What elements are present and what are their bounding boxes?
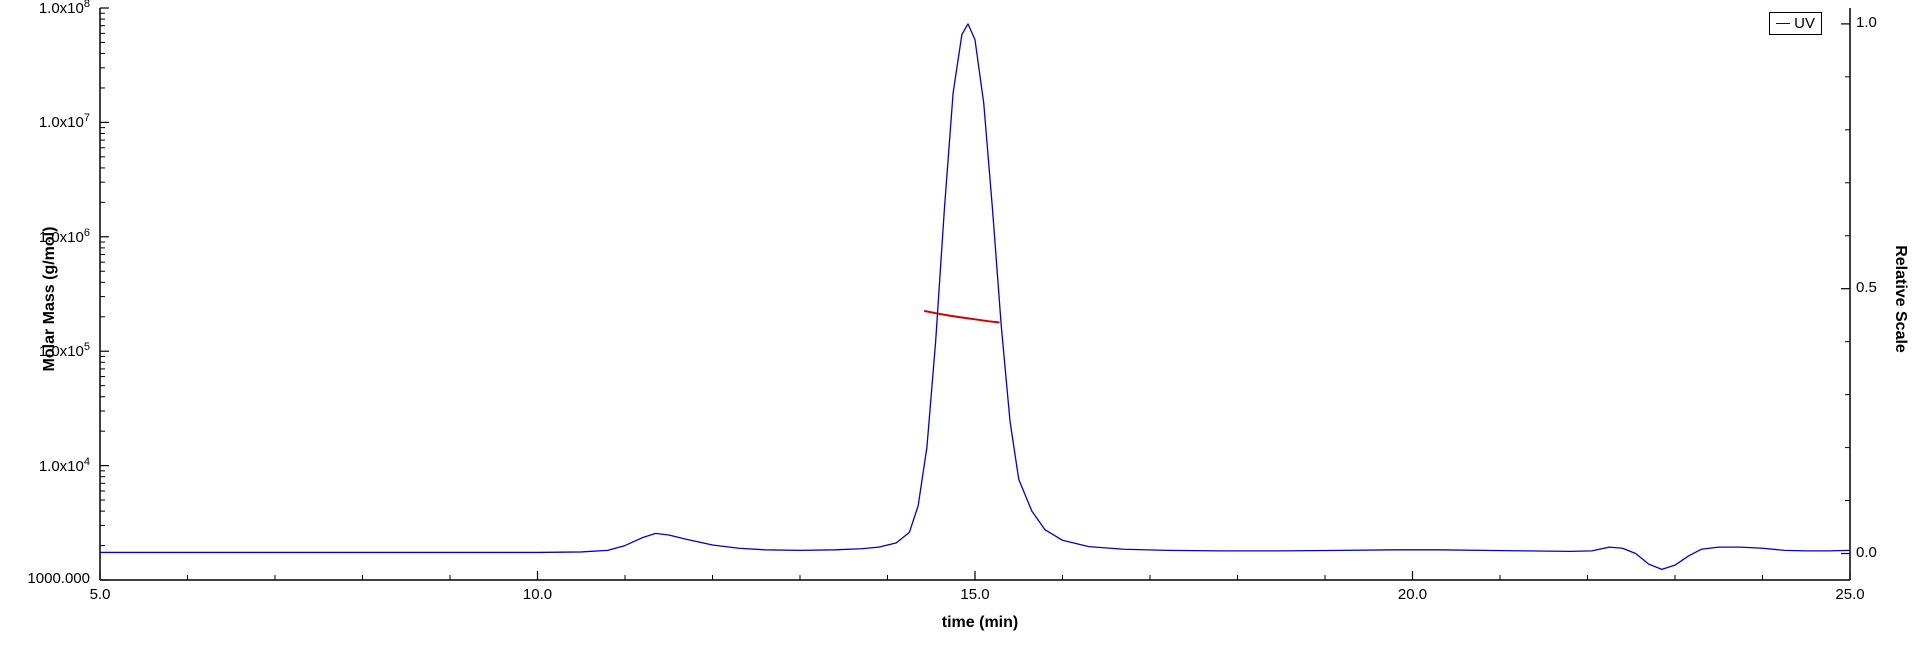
y-left-tick-label: 1.0x108 — [24, 0, 90, 17]
x-tick-label: 15.0 — [945, 586, 1005, 603]
y-right-tick-label: 0.5 — [1856, 279, 1877, 296]
x-axis-label: time (min) — [900, 614, 1060, 632]
chart-svg — [0, 0, 1920, 672]
y-right-tick-label: 1.0 — [1856, 14, 1877, 31]
legend-label: UV — [1794, 15, 1815, 32]
x-tick-label: 10.0 — [508, 586, 568, 603]
x-tick-label: 20.0 — [1383, 586, 1443, 603]
chromatogram-chart: Molar Mass (g/mol) Relative Scale time (… — [0, 0, 1920, 672]
y-left-tick-label: 1.0x104 — [24, 456, 90, 475]
legend-line-icon — [1776, 23, 1790, 24]
x-tick-label: 5.0 — [70, 586, 130, 603]
y-left-tick-label: 1.0x107 — [24, 112, 90, 131]
y-right-axis-label: Relative Scale — [1891, 199, 1909, 399]
y-left-tick-label: 1000.000 — [24, 570, 90, 587]
x-tick-label: 25.0 — [1820, 586, 1880, 603]
legend: UV — [1769, 12, 1822, 35]
y-right-tick-label: 0.0 — [1856, 544, 1877, 561]
y-left-tick-label: 1.0x106 — [24, 227, 90, 246]
y-left-tick-label: 1.0x105 — [24, 341, 90, 360]
